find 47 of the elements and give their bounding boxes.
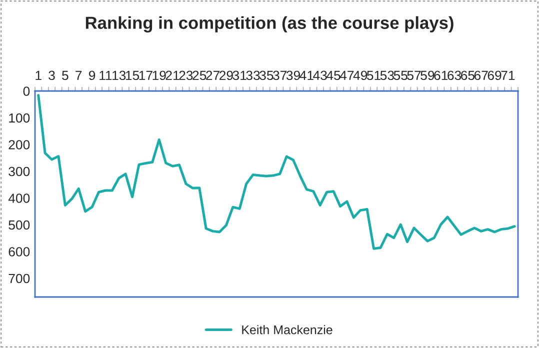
y-tick-label: 200 <box>8 140 30 150</box>
line-series <box>37 94 516 250</box>
x-tick-label: 7 <box>76 70 82 80</box>
x-tick-label: 59 <box>420 70 434 80</box>
x-tick-label: 69 <box>488 70 502 80</box>
x-tick-label: 1 <box>36 70 42 80</box>
x-tick-label: 29 <box>220 70 233 80</box>
x-tick-label: 51 <box>366 70 380 80</box>
x-tick-label: 67 <box>474 70 488 80</box>
y-tick-label: 0 <box>23 86 30 96</box>
x-tick-label: 9 <box>88 70 96 80</box>
x-tick-label: 65 <box>461 70 474 80</box>
x-tick-label: 63 <box>448 70 462 80</box>
x-tick-label: 43 <box>313 70 327 80</box>
x-tick-label: 71 <box>501 70 515 80</box>
x-tick-label: 17 <box>139 70 152 80</box>
x-tick-label: 47 <box>340 70 354 80</box>
x-tick-label: 53 <box>380 70 394 80</box>
chart-title: Ranking in competition (as the course plays) <box>86 16 454 32</box>
x-tick-label: 31 <box>232 70 246 80</box>
x-tick-label: 23 <box>179 70 193 80</box>
x-tick-label: 49 <box>353 70 368 80</box>
x-tick-label: 27 <box>206 70 220 80</box>
x-tick-label: 45 <box>326 70 340 80</box>
y-tick-label: 500 <box>8 220 30 230</box>
x-tick-label: 35 <box>260 70 274 80</box>
x-tick-label: 13 <box>112 70 126 80</box>
x-tick-label: 41 <box>300 70 314 80</box>
y-tick-label: 400 <box>8 194 30 203</box>
x-tick-label: 37 <box>273 70 287 80</box>
y-tick-label: 300 <box>8 166 30 176</box>
x-tick-label: 19 <box>152 70 166 80</box>
y-tick-label: 600 <box>8 247 30 256</box>
x-tick-label: 5 <box>62 70 68 80</box>
x-tick-label: 11 <box>100 70 112 80</box>
x-tick-label: 39 <box>286 70 300 80</box>
x-tick-label: 21 <box>166 70 180 80</box>
x-tick-label: 33 <box>246 70 260 80</box>
x-tick-label: 55 <box>394 70 408 80</box>
y-tick-label: 100 <box>9 113 30 123</box>
y-tick-label: 700 <box>8 274 30 284</box>
x-tick-label: 61 <box>434 70 448 80</box>
x-tick-label: 25 <box>192 70 206 80</box>
x-tick-label: 15 <box>126 70 140 80</box>
x-tick-label: 57 <box>407 70 421 80</box>
legend-label: Keith Mackenzie <box>242 325 332 334</box>
x-tick-label: 3 <box>48 70 55 80</box>
